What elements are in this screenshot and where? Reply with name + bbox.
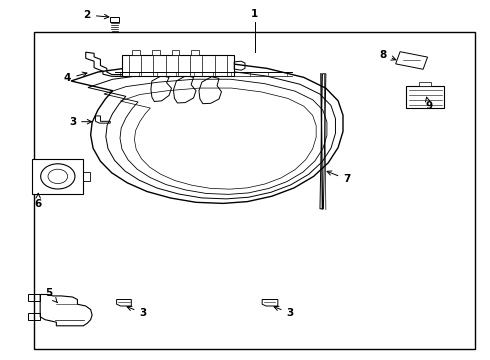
Text: 4: 4 — [64, 72, 87, 84]
Text: 3: 3 — [274, 306, 294, 318]
Text: 7: 7 — [327, 171, 351, 184]
Bar — [32, 159, 83, 194]
Text: 3: 3 — [127, 306, 147, 318]
Text: 3: 3 — [69, 117, 92, 127]
Text: 5: 5 — [46, 288, 57, 303]
Bar — [132, 50, 140, 55]
Text: 2: 2 — [84, 10, 109, 20]
Text: 6: 6 — [35, 194, 42, 210]
Bar — [191, 50, 199, 55]
Bar — [172, 50, 179, 55]
Bar — [406, 86, 444, 108]
Bar — [34, 32, 475, 349]
Bar — [110, 17, 119, 22]
Bar — [152, 50, 160, 55]
Bar — [419, 82, 431, 86]
Text: 8: 8 — [380, 50, 396, 60]
Text: 9: 9 — [425, 97, 432, 111]
Bar — [122, 55, 234, 76]
Text: 1: 1 — [251, 9, 258, 19]
